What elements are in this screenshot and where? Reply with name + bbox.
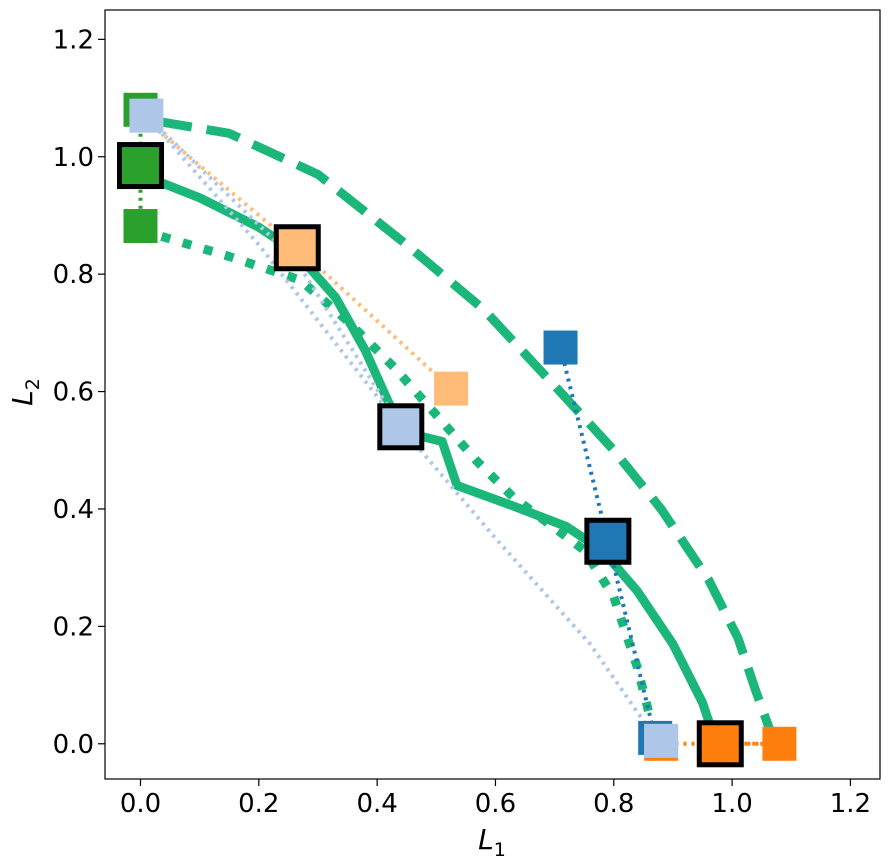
y-axis-label: L2 [6,378,44,406]
y-tick-label: 1.2 [53,25,94,55]
tab-light-blue-marker-2 [644,723,679,758]
tab-green-highlight-marker [116,142,164,190]
tab-blue-marker-1 [543,330,578,365]
x-tick-label: 0.6 [475,789,516,819]
x-axis: 0.0 0.2 0.4 0.6 0.8 1.0 1.2 [120,779,871,819]
y-axis: 0.0 0.2 0.4 0.6 0.8 1.0 1.2 [53,25,105,760]
x-axis-label-subscript: 1 [494,839,506,861]
x-axis-label-main: L [478,823,494,856]
y-tick-label: 1.0 [53,143,94,173]
tab-blue-line [558,347,658,739]
y-tick-label: 0.0 [53,730,94,760]
tab-orange-highlight-marker [696,720,744,768]
tab-orange-marker-1 [762,726,797,761]
tab-light-orange-highlight-marker [273,224,321,272]
x-tick-label: 0.0 [120,789,161,819]
tab-light-blue-highlight-marker [377,403,425,451]
x-tick-label: 0.8 [593,789,634,819]
tab-green-marker-2 [123,209,158,244]
y-axis-label-main: L [6,390,39,406]
y-tick-label: 0.4 [53,495,94,525]
x-axis-label: L1 [478,823,506,861]
front-dashed-outer [157,117,775,734]
x-tick-label: 0.4 [356,789,397,819]
y-axis-label-subscript: 2 [22,378,44,390]
plot-area [116,92,797,768]
x-tick-label: 1.0 [711,789,752,819]
y-tick-label: 0.2 [53,612,94,642]
y-tick-label: 0.8 [53,260,94,290]
tab-light-orange-marker-1 [434,371,469,406]
y-tick-label: 0.6 [53,378,94,408]
x-tick-label: 1.2 [830,789,871,819]
tab-light-orange-line [139,114,453,391]
tab-blue-highlight-marker [584,517,632,565]
tab-light-blue-marker-1 [129,98,164,133]
x-tick-label: 0.2 [238,789,279,819]
plot-frame [104,9,881,780]
